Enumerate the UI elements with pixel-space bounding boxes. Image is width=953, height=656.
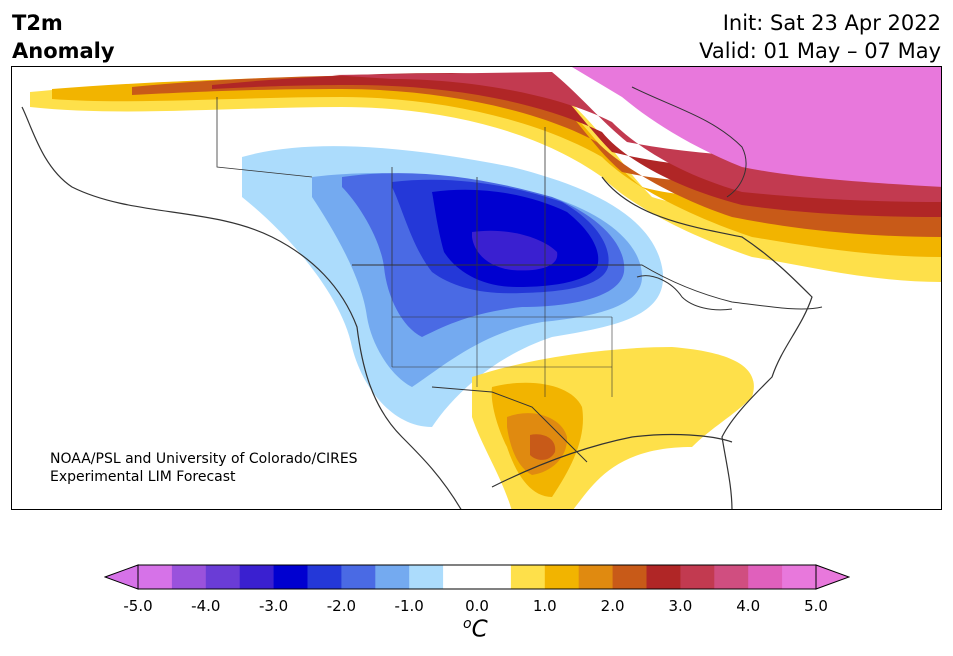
anomaly-map: NOAA/PSL and University of Colorado/CIRE…	[11, 66, 942, 510]
cold-band-6	[472, 230, 558, 271]
colorbar-segment	[307, 565, 342, 589]
forecast-dates: Init: Sat 23 Apr 2022 Valid: 01 May – 07…	[699, 9, 941, 65]
colorbar-segment	[578, 565, 614, 589]
gulf-coast	[491, 433, 733, 488]
warm-band-south-4	[530, 434, 556, 460]
colorbar-segment	[646, 565, 681, 589]
colorbar-tick-label: -3.0	[258, 597, 289, 615]
colorbar-segment	[205, 565, 241, 589]
colorbar-segment	[680, 565, 715, 589]
colorbar-tick-label: -5.0	[123, 597, 153, 615]
title-line-1: T2m	[12, 11, 63, 35]
colorbar-tick-label: 3.0	[668, 597, 693, 615]
colorbar-tick-label: 0.0	[465, 597, 489, 615]
colorbar-segment	[748, 565, 783, 589]
colorbar-arrow-right	[815, 564, 850, 590]
credit-text: NOAA/PSL and University of Colorado/CIRE…	[50, 450, 358, 486]
colorbar-segment	[477, 565, 512, 589]
colorbar-tick-label: -4.0	[191, 597, 221, 615]
colorbar-segment	[612, 565, 647, 589]
credit-line-2: Experimental LIM Forecast	[50, 469, 236, 485]
state-grid	[391, 265, 613, 397]
colorbar-segment	[375, 565, 410, 589]
unit-label: C	[471, 616, 488, 643]
colorbar-frame	[137, 564, 817, 590]
canada-us-border	[352, 264, 823, 310]
warm-band-north	[30, 75, 941, 282]
colorbar-tick-label: -1.0	[394, 597, 424, 615]
colorbar-tick-label: 2.0	[600, 597, 625, 615]
colorbar	[104, 564, 850, 590]
great-lakes	[636, 275, 733, 311]
credit-line-1: NOAA/PSL and University of Colorado/CIRE…	[50, 451, 358, 467]
colorbar-segment	[544, 565, 580, 589]
colorbar-segment	[171, 565, 207, 589]
valid-range: Valid: 01 May – 07 May	[699, 39, 941, 63]
colorbar-tick-label: 5.0	[804, 597, 828, 615]
colorbar-segment	[409, 565, 444, 589]
us-mexico-border	[431, 386, 588, 463]
colorbar-segment	[510, 565, 546, 589]
map-canvas	[21, 67, 941, 509]
hudson-bay	[631, 86, 747, 198]
colorbar-segment	[341, 565, 376, 589]
province-line-1	[216, 97, 313, 178]
coastline-east	[601, 176, 813, 509]
unit-degree: o	[463, 616, 472, 632]
colorbar-arrow-left	[104, 564, 139, 590]
colorbar-tick-label: 4.0	[736, 597, 761, 615]
colorbar-tick-label: -2.0	[326, 597, 357, 615]
colorbar-segment	[138, 565, 173, 589]
init-date: Init: Sat 23 Apr 2022	[722, 11, 941, 35]
colorbar-segment	[273, 565, 308, 589]
colorbar-segment	[714, 565, 749, 589]
title-line-2: Anomaly	[12, 39, 115, 63]
colorbar-segment	[782, 565, 817, 589]
colorbar-ticks: -5.0 -4.0 -3.0 -2.0 -1.0 0.0 1.0 2.0 3.0 4.0 5.0	[0, 597, 953, 617]
warm-band-north-6	[572, 67, 941, 187]
colorbar-segment	[239, 565, 275, 589]
coastline-west	[21, 106, 462, 509]
colorbar-tick-label: 1.0	[532, 597, 557, 615]
colorbar-segment	[443, 565, 478, 589]
colorbar-unit: oC	[463, 616, 488, 643]
map-title: T2m Anomaly	[12, 9, 115, 65]
